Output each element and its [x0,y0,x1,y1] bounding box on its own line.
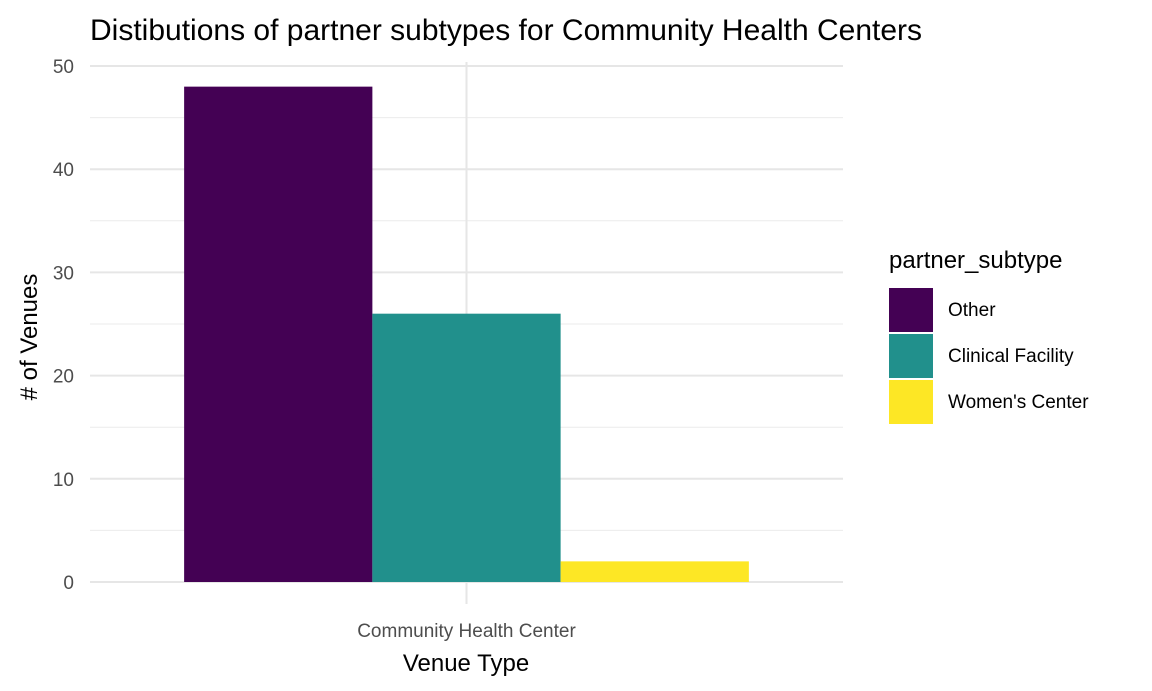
legend-swatch [889,334,933,378]
legend: partner_subtype Other Clinical Facility Wo… [889,247,1089,424]
y-tick-label: 0 [63,573,74,594]
y-tick-label: 20 [53,367,74,388]
legend-swatch [889,288,933,332]
y-axis-title: # of Venues [16,274,43,401]
bar [184,86,373,582]
y-tick-label: 40 [53,160,74,181]
bars [184,86,749,582]
bar [372,313,561,582]
legend-label: Women's Center [948,392,1089,413]
y-axis-ticks: 0 10 20 30 40 50 [53,57,74,594]
legend-swatch [889,380,933,424]
legend-label: Other [948,300,996,321]
x-axis-ticks: Community Health Center [357,621,576,642]
legend-label: Clinical Facility [948,346,1074,367]
y-tick-label: 50 [53,57,74,78]
y-tick-label: 10 [53,470,74,491]
bar [560,561,749,582]
x-tick-label: Community Health Center [357,621,576,642]
chart-title: Distibutions of partner subtypes for Com… [90,14,922,47]
x-axis-title: Venue Type [403,650,529,677]
legend-title: partner_subtype [889,247,1062,274]
y-tick-label: 30 [53,263,74,284]
